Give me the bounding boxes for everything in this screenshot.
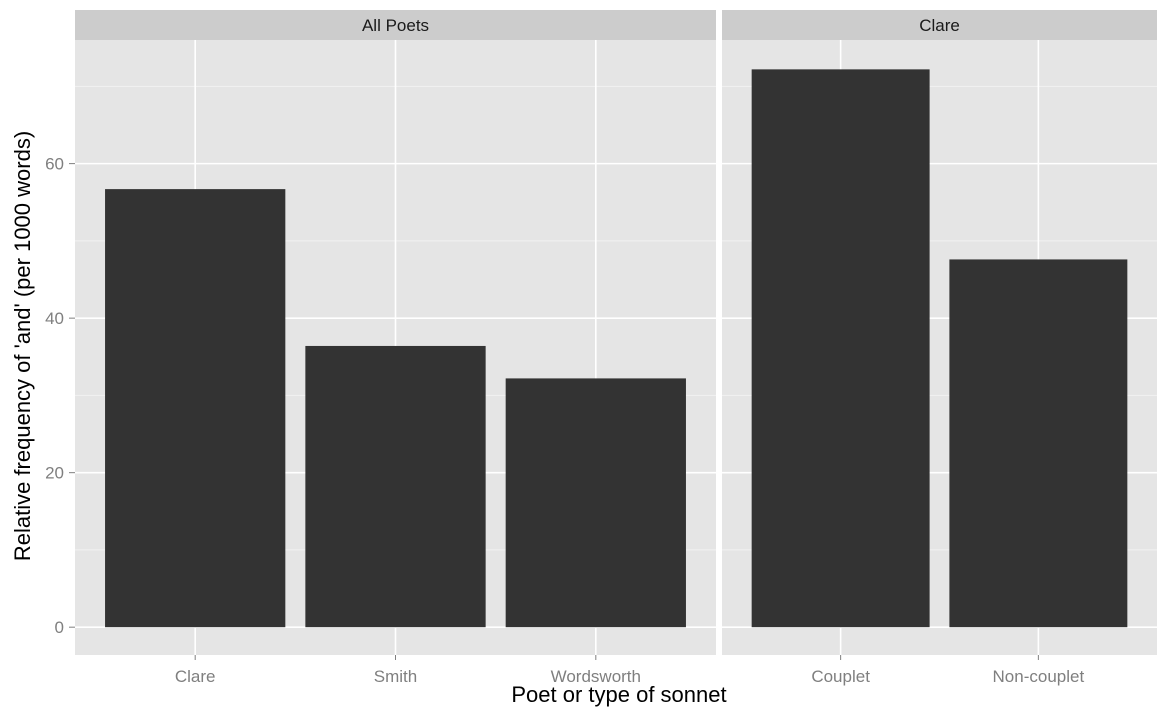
x-tick-label: Wordsworth bbox=[551, 667, 641, 686]
facet-strip-label: Clare bbox=[919, 16, 960, 35]
facet-strip-label: All Poets bbox=[362, 16, 429, 35]
chart-panels: All Poets Clare Smith Wordsworth Clare Couple… bbox=[75, 10, 1157, 686]
bar-couplet bbox=[751, 69, 930, 628]
y-axis: 0 20 40 60 bbox=[45, 155, 75, 637]
y-tick-label: 20 bbox=[45, 464, 64, 483]
x-axis-title: Poet or type of sonnet bbox=[511, 682, 726, 707]
y-tick-label: 0 bbox=[55, 618, 64, 637]
facet-strip bbox=[722, 10, 1157, 40]
y-tick-label: 60 bbox=[45, 155, 64, 174]
x-tick-label: Couplet bbox=[811, 667, 870, 686]
facet-panel-1: All Poets Clare Smith Wordsworth bbox=[75, 10, 716, 686]
bar-smith bbox=[305, 345, 486, 628]
bar-clare bbox=[105, 189, 286, 628]
x-tick-label: Non-couplet bbox=[993, 667, 1085, 686]
facet-panel-2: Clare Couplet Non-couplet bbox=[722, 10, 1157, 686]
x-tick-label: Smith bbox=[374, 667, 417, 686]
y-tick-label: 40 bbox=[45, 309, 64, 328]
y-axis-title: Relative frequency of 'and' (per 1000 wo… bbox=[10, 131, 35, 561]
bar-non-couplet bbox=[949, 259, 1128, 628]
x-tick-label: Clare bbox=[175, 667, 216, 686]
bar-wordsworth bbox=[505, 378, 686, 628]
facet-strip bbox=[75, 10, 716, 40]
